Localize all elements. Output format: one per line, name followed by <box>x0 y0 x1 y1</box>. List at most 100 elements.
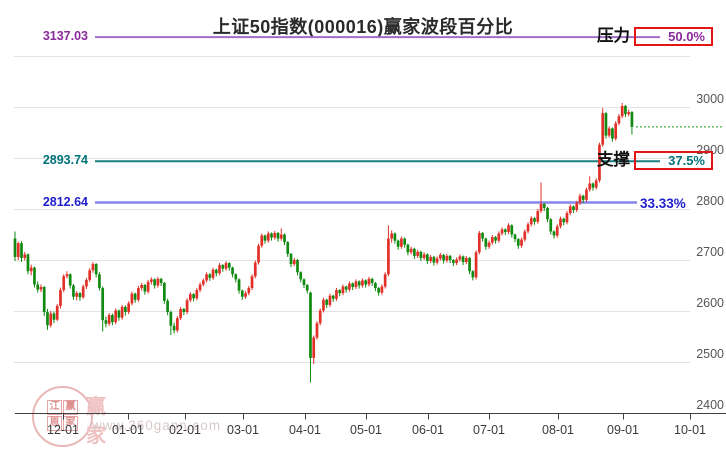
candle-body-up <box>322 299 325 311</box>
candle-body-down <box>364 280 368 285</box>
candle-body-up <box>585 189 588 200</box>
x-tick-label: 09-01 <box>607 423 639 437</box>
y-tick-label: 2600 <box>696 296 724 310</box>
candle-body-down <box>221 265 225 269</box>
candle-body-up <box>474 252 478 278</box>
candle-body-down <box>36 284 40 290</box>
candle-body-up <box>335 290 338 299</box>
candle-body-up <box>578 195 582 203</box>
y-tick-label: 3000 <box>696 92 724 106</box>
candle-body-up <box>416 251 419 256</box>
candle-body-down <box>546 207 549 220</box>
candle-body-up <box>257 245 260 263</box>
candle-body-up <box>341 286 345 294</box>
y-tick-label: 2700 <box>696 245 724 259</box>
candle-body-down <box>237 279 241 291</box>
candle-body-up <box>247 288 251 294</box>
candle-body-up <box>539 203 543 212</box>
candle-body-down <box>484 238 488 247</box>
logo-char: 赢 <box>63 400 78 415</box>
x-tick-label: 04-01 <box>289 423 321 437</box>
candle-body-up <box>273 232 277 238</box>
candle-body-down <box>461 256 465 263</box>
candle-body-up <box>497 233 501 241</box>
candle-body-down <box>182 308 186 313</box>
candle-body-up <box>500 229 504 234</box>
candle-body-down <box>231 267 234 275</box>
candle-body-up <box>185 300 189 313</box>
watermark-url-text: www.360gann.com <box>92 418 222 433</box>
candle-body-down <box>432 256 436 263</box>
candle-body-down <box>562 218 566 223</box>
candle-body-down <box>276 232 280 239</box>
support-percent-value: 37.5% <box>668 153 705 168</box>
candle-body-down <box>325 299 329 305</box>
candle-body-up <box>23 254 27 258</box>
candle-body-down <box>451 260 455 264</box>
third-level-price-label: 2812.64 <box>42 195 88 209</box>
candle-body-down <box>533 218 536 222</box>
candle-body-up <box>188 294 192 301</box>
candle-body-down <box>542 203 546 208</box>
candle-body-up <box>218 265 221 274</box>
candle-body-down <box>263 235 267 241</box>
pressure-price-label: 3137.03 <box>42 29 88 43</box>
x-tick-label: 08-01 <box>542 423 574 437</box>
y-tick-label: 2400 <box>696 398 724 412</box>
candle-body-down <box>111 315 114 323</box>
y-tick-label: 2800 <box>696 194 724 208</box>
candle-body-up <box>91 264 95 271</box>
candle-body-up <box>62 276 66 291</box>
candle-body-down <box>396 240 400 247</box>
candle-body-up <box>565 213 569 223</box>
candle-body-down <box>377 288 381 293</box>
candle-body-down <box>510 225 514 235</box>
third-level-percent-value: 33.33% <box>640 196 686 211</box>
x-tick-label: 06-01 <box>412 423 444 437</box>
candle-body-down <box>426 254 429 262</box>
candle-body-up <box>146 281 150 292</box>
candle-body-up <box>559 218 562 227</box>
candle-body-up <box>85 279 88 287</box>
candle-body-down <box>159 278 163 283</box>
candle-body-up <box>150 279 153 282</box>
candle-body-up <box>260 235 264 246</box>
candle-body-down <box>94 264 98 275</box>
candle-body-up <box>29 267 33 272</box>
candle-body-down <box>413 248 416 256</box>
candle-body-up <box>400 238 403 247</box>
candle-body-up <box>292 260 296 265</box>
candle-body-down <box>302 279 306 285</box>
support-percent-badge: 37.5% <box>634 151 713 170</box>
y-tick-label: 2500 <box>696 347 724 361</box>
candle-body-up <box>140 284 143 289</box>
candle-body-up <box>536 211 540 222</box>
watermark-logo-icon: 江 赢 恩 家 <box>32 386 93 447</box>
candle-body-down <box>117 310 121 318</box>
candle-body-down <box>124 306 127 313</box>
candle-body-down <box>611 128 614 139</box>
candle-body-down <box>42 287 46 313</box>
candle-body-down <box>283 234 286 243</box>
candle-body-up <box>487 242 491 247</box>
candle-body-up <box>224 263 228 269</box>
x-tick-label: 12-01 <box>47 423 79 437</box>
candle-body-up <box>575 202 579 211</box>
candle-body-down <box>406 244 410 253</box>
candle-body-up <box>614 123 618 139</box>
candle-body-up <box>607 128 611 136</box>
candle-body-down <box>604 113 608 136</box>
candle-body-down <box>20 243 23 258</box>
candle-body-down <box>344 286 348 290</box>
candle-body-up <box>328 295 332 305</box>
candle-body-down <box>78 293 82 298</box>
candle-body-up <box>568 206 572 214</box>
candle-body-down <box>591 183 595 188</box>
candle-body-up <box>620 105 624 117</box>
candle-body-down <box>192 294 195 299</box>
candle-body-down <box>26 254 30 272</box>
watermark-logo-characters: 江 赢 恩 家 <box>47 400 79 432</box>
candle-body-up <box>445 255 449 261</box>
candle-body-down <box>234 274 238 280</box>
